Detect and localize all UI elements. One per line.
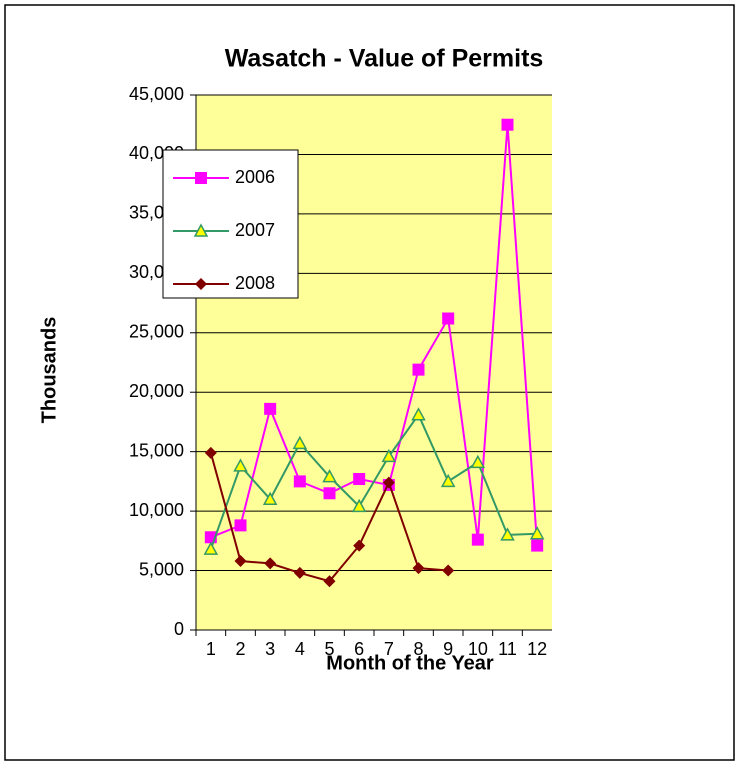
marker xyxy=(193,223,209,237)
marker xyxy=(293,475,306,488)
marker xyxy=(292,435,308,450)
legend-box xyxy=(162,149,299,299)
x-tick-label: 8 xyxy=(413,639,423,659)
marker xyxy=(195,172,207,184)
legend-label: 2008 xyxy=(235,273,275,293)
marker xyxy=(381,448,397,463)
marker xyxy=(204,446,217,459)
marker xyxy=(442,564,455,577)
y-tick-label: 0 xyxy=(174,619,184,639)
x-tick-label: 9 xyxy=(443,639,453,659)
marker xyxy=(234,555,247,568)
x-tick-label: 10 xyxy=(468,639,488,659)
marker xyxy=(382,476,395,489)
y-tick-label: 25,000 xyxy=(129,322,184,342)
marker xyxy=(500,527,515,541)
marker xyxy=(322,469,337,483)
y-tick-label: 10,000 xyxy=(129,500,184,520)
x-tick-label: 3 xyxy=(265,639,275,659)
marker xyxy=(293,566,306,579)
marker xyxy=(411,407,426,421)
chart-title: Wasatch - Value of Permits xyxy=(225,45,544,73)
legend-label: 2007 xyxy=(235,220,275,240)
marker xyxy=(471,533,484,546)
x-tick-label: 7 xyxy=(384,639,394,659)
marker xyxy=(412,562,425,575)
x-tick-label: 1 xyxy=(206,639,216,659)
y-tick-label: 20,000 xyxy=(129,381,184,401)
y-tick-label: 5,000 xyxy=(139,559,184,579)
marker xyxy=(353,539,366,552)
x-tick-label: 11 xyxy=(498,639,517,659)
x-tick-label: 5 xyxy=(324,639,334,659)
marker xyxy=(203,541,219,555)
marker xyxy=(323,487,336,500)
marker xyxy=(531,539,544,552)
marker xyxy=(323,575,336,588)
marker xyxy=(529,526,545,540)
legend-label: 2006 xyxy=(235,167,275,187)
marker xyxy=(233,458,248,472)
marker xyxy=(264,402,277,415)
y-tick-label: 45,000 xyxy=(129,84,184,104)
marker xyxy=(264,557,277,570)
marker xyxy=(234,519,247,532)
y-tick-label: 15,000 xyxy=(129,440,184,460)
y-axis-label: Thousands xyxy=(38,317,60,424)
x-tick-label: 4 xyxy=(295,639,305,659)
x-axis-label: Month of the Year xyxy=(326,652,494,674)
marker xyxy=(470,454,486,469)
marker xyxy=(353,473,366,486)
marker xyxy=(195,278,207,290)
x-tick-label: 2 xyxy=(235,639,245,659)
series-line xyxy=(209,412,538,550)
marker xyxy=(501,118,514,131)
marker xyxy=(440,473,456,488)
marker xyxy=(262,491,278,505)
x-tick-label: 6 xyxy=(354,639,364,659)
marker xyxy=(351,498,367,513)
marker xyxy=(442,312,455,325)
marker xyxy=(412,363,425,376)
x-tick-label: 12 xyxy=(527,639,547,659)
